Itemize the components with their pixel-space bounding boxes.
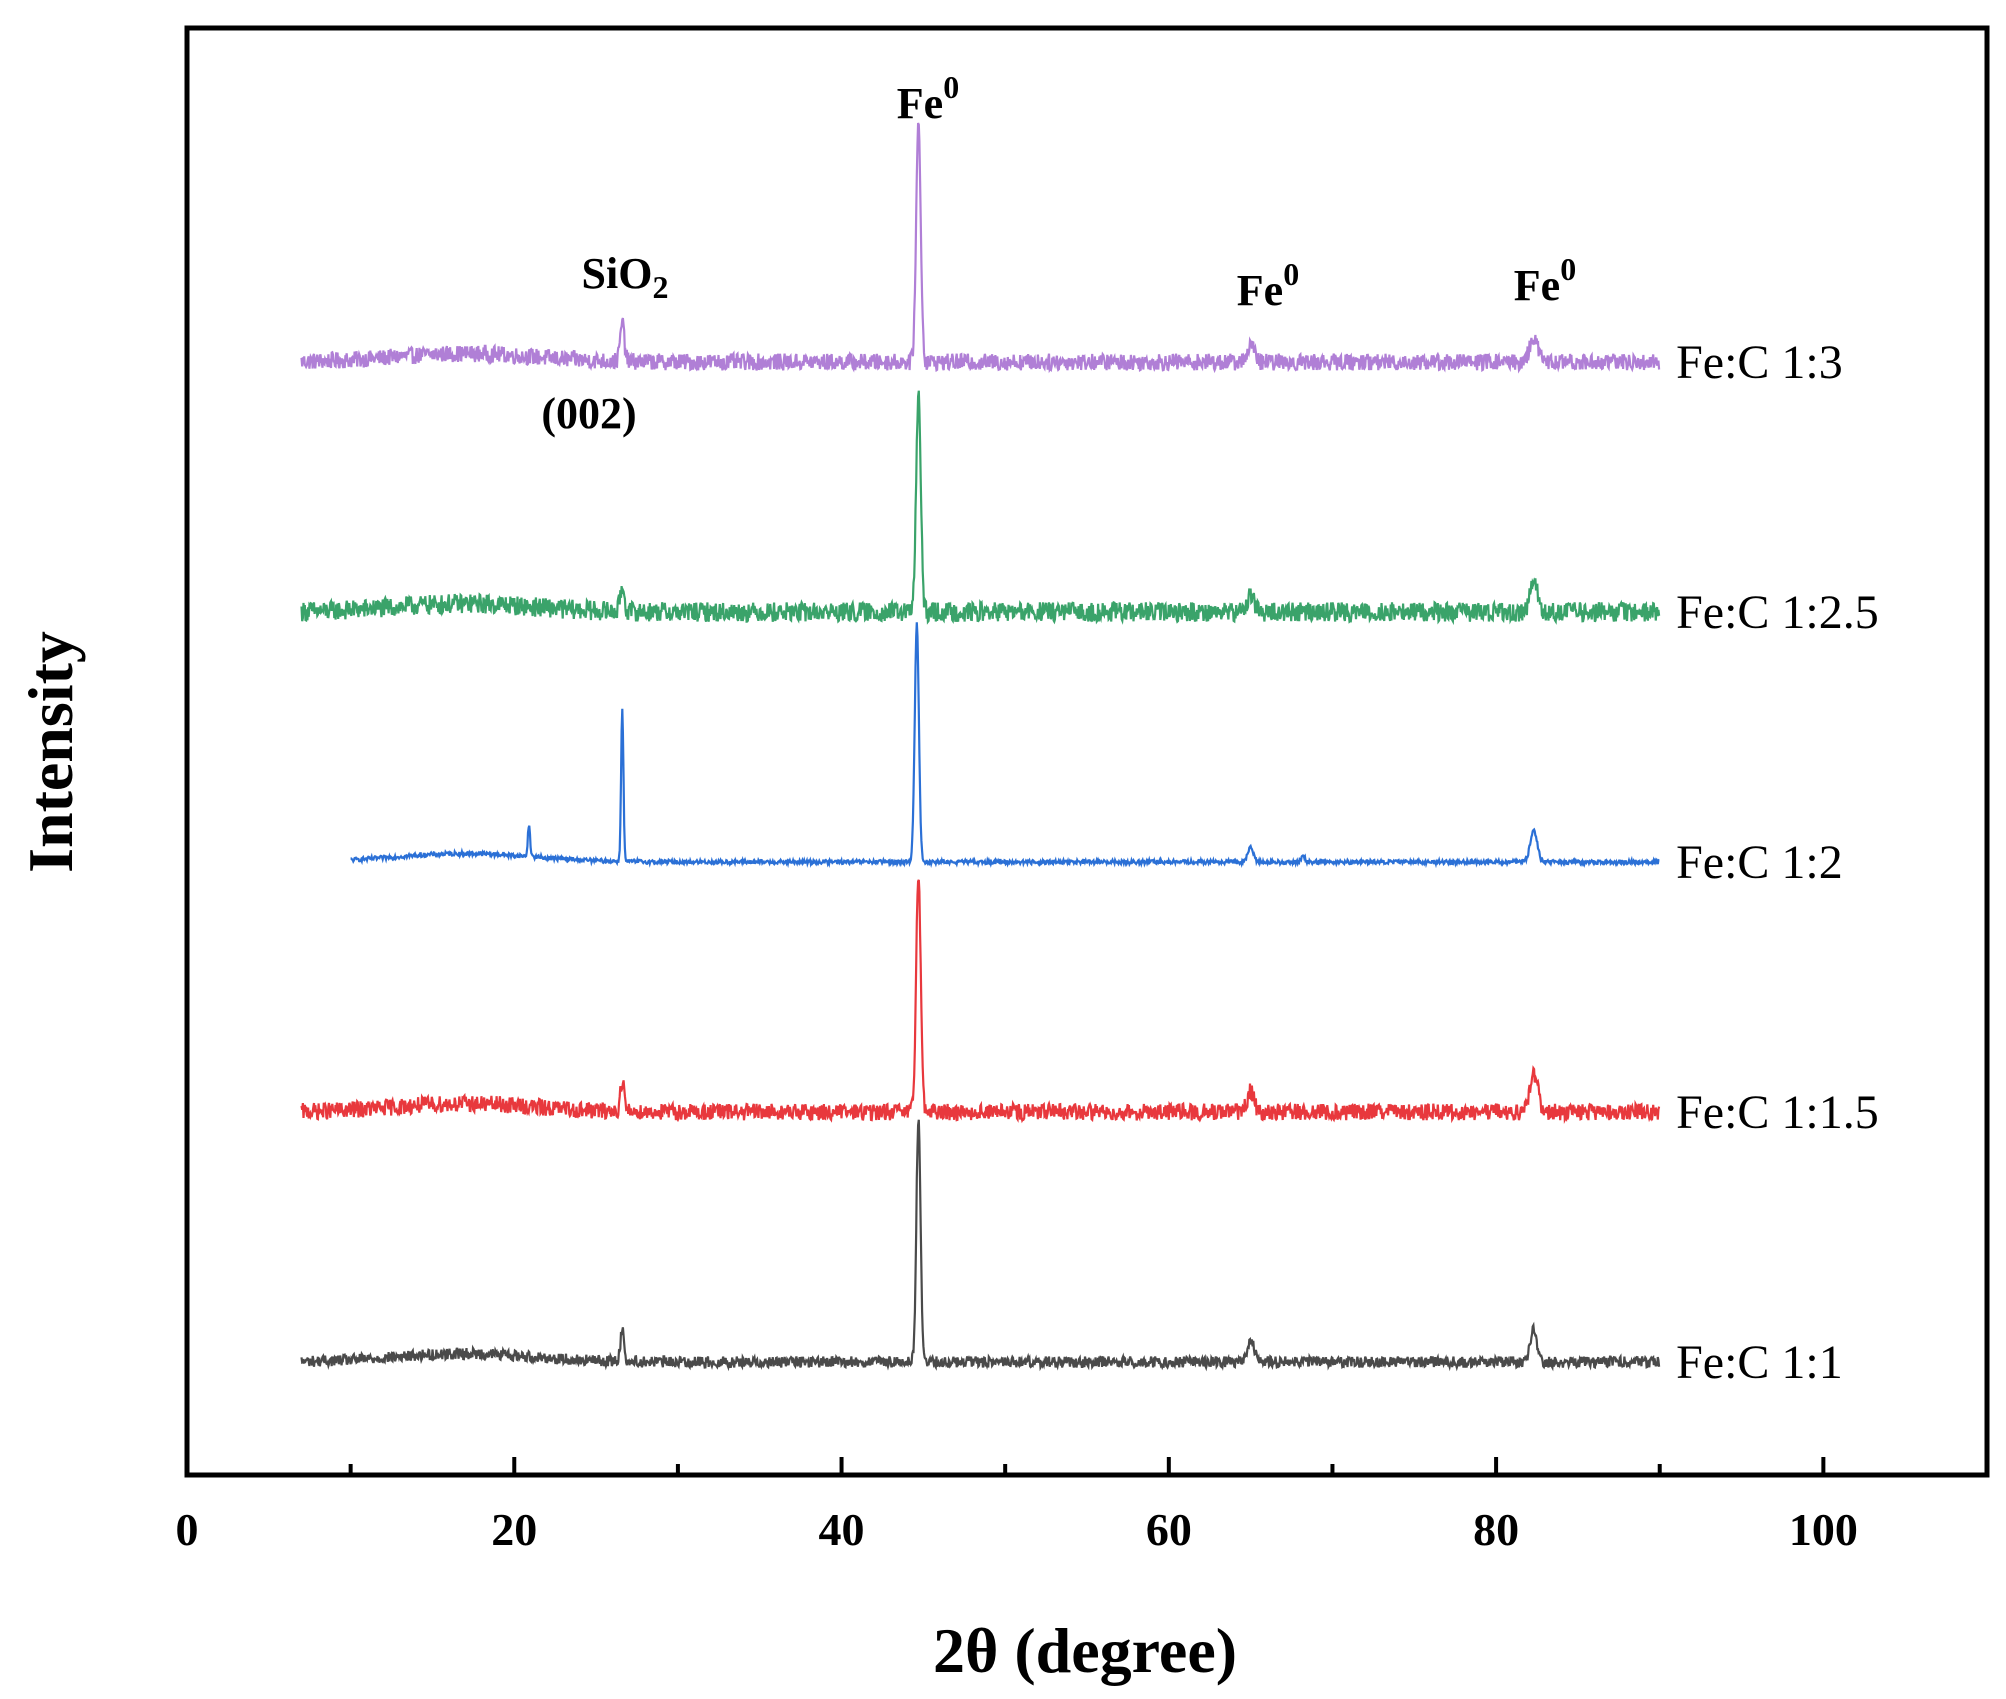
x-tick-label-0: 0	[176, 1504, 199, 1555]
series-line-fe-c-1-1-5	[300, 879, 1661, 1125]
series-label-fe-c-1-1: Fe:C 1:1	[1676, 1336, 1843, 1389]
annotation-sio2: SiO2	[582, 249, 669, 305]
series-line-fe-c-1-2-5	[300, 390, 1661, 626]
annotation-002: (002)	[541, 389, 636, 438]
annotation-fe0-45-sup: 0	[943, 69, 959, 105]
series-line-fe-c-1-3	[300, 122, 1661, 374]
x-tick-label-80: 80	[1473, 1504, 1519, 1555]
plot-frame	[184, 25, 1990, 1478]
series-label-fe-c-1-2-5: Fe:C 1:2.5	[1676, 586, 1879, 639]
series-group: Fe:C 1:3 Fe:C 1:2.5 Fe:C 1:2 Fe:C 1:1.5 Fe:C…	[300, 122, 1879, 1389]
annotation-fe0-83-sup: 0	[1560, 251, 1576, 287]
series-label-fe-c-1-2: Fe:C 1:2	[1676, 836, 1843, 889]
annotation-sio2-base: SiO	[582, 249, 653, 298]
x-axis-title: 2θ (degree)	[933, 1615, 1237, 1686]
x-tick-label-100: 100	[1789, 1504, 1858, 1555]
series-line-fe-c-1-1	[300, 1119, 1661, 1372]
annotation-fe0-45-base: Fe	[897, 79, 943, 128]
series-label-fe-c-1-3: Fe:C 1:3	[1676, 336, 1843, 389]
series-line-fe-c-1-2	[350, 622, 1660, 869]
series-label-fe-c-1-1-5: Fe:C 1:1.5	[1676, 1086, 1879, 1139]
annotation-fe0-45: Fe0	[897, 69, 959, 128]
annotation-fe0-65-base: Fe	[1237, 266, 1283, 315]
x-ticks: 0 20 40 60 80 100	[176, 1457, 1989, 1555]
y-axis-title: Intensity	[15, 631, 86, 873]
annotation-fe0-65-sup: 0	[1283, 256, 1299, 292]
annotation-sio2-sub: 2	[652, 269, 668, 305]
annotation-fe0-83-base: Fe	[1514, 261, 1560, 310]
annotation-fe0-65: Fe0	[1237, 256, 1299, 315]
annotation-fe0-83: Fe0	[1514, 251, 1576, 310]
x-tick-label-20: 20	[491, 1504, 537, 1555]
x-tick-label-60: 60	[1146, 1504, 1192, 1555]
x-tick-label-40: 40	[819, 1504, 865, 1555]
